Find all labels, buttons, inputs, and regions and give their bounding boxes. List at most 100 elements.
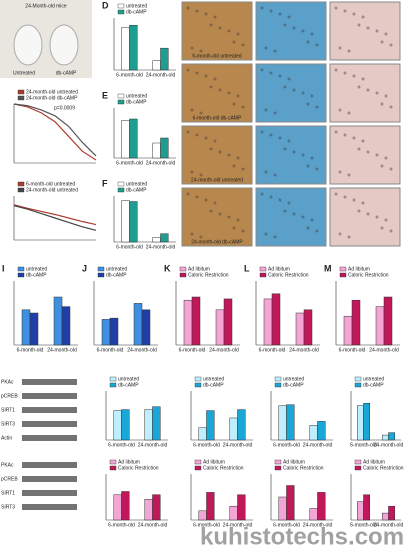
tissue-texture xyxy=(218,150,222,154)
legend-swatch xyxy=(194,382,202,388)
tissue-texture xyxy=(269,9,273,13)
bar xyxy=(183,299,193,346)
tissue-texture xyxy=(375,91,379,95)
tissue-texture xyxy=(361,15,365,19)
bar xyxy=(113,410,122,441)
tissue-texture xyxy=(186,68,190,72)
bar xyxy=(53,296,63,346)
tissue-texture xyxy=(241,105,245,109)
tissue-texture xyxy=(338,170,342,174)
tissue-texture xyxy=(352,12,356,16)
bar xyxy=(229,417,238,441)
tissue-texture xyxy=(366,212,370,216)
legend-label: db-cAMP xyxy=(106,272,127,278)
legend-swatch xyxy=(259,266,267,272)
tissue-texture xyxy=(218,212,222,216)
tissue-texture xyxy=(380,40,384,44)
legend-swatch xyxy=(194,459,202,465)
tissue-texture xyxy=(190,46,194,50)
tissue-texture xyxy=(264,108,268,112)
legend-swatch xyxy=(109,459,117,465)
legend-swatch xyxy=(274,376,282,382)
tissue-image xyxy=(181,63,253,123)
tissue-texture xyxy=(236,218,240,222)
panel-letter: I xyxy=(2,263,5,273)
legend-label: untreated xyxy=(283,376,304,382)
x-tick-label: 6-month-old xyxy=(108,522,135,528)
tissue-texture xyxy=(375,29,379,33)
legend-swatch xyxy=(109,376,117,382)
tissue-texture xyxy=(227,153,231,157)
tissue-texture xyxy=(209,23,213,27)
x-tick-label: 24-month-old xyxy=(223,442,253,448)
tissue-texture xyxy=(292,150,296,154)
tissue-texture xyxy=(334,192,338,196)
bar xyxy=(160,47,169,71)
tissue-texture xyxy=(338,108,342,112)
histology-label: 24-month-old db-cAMP xyxy=(191,239,243,245)
bar xyxy=(206,410,215,441)
bar xyxy=(278,405,287,441)
tissue-texture xyxy=(195,195,199,199)
bar xyxy=(144,499,153,521)
bar xyxy=(121,409,130,441)
legend-swatch xyxy=(194,465,202,471)
legend-swatch xyxy=(17,89,25,95)
tissue-texture xyxy=(283,23,287,27)
blot-label: SIRT3 xyxy=(1,421,15,427)
tissue-texture xyxy=(380,164,384,168)
tissue-texture xyxy=(241,43,245,47)
blot-label: pCREB xyxy=(1,476,18,482)
tissue-texture xyxy=(301,215,305,219)
legend-label: Ad libitum xyxy=(118,459,140,465)
tissue-texture xyxy=(389,105,393,109)
tissue-texture xyxy=(310,218,314,222)
tissue-image xyxy=(255,125,327,185)
tissue-texture xyxy=(186,192,190,196)
bar xyxy=(144,409,153,441)
tissue-texture xyxy=(260,130,264,134)
tissue-texture xyxy=(232,226,236,230)
legend-label: Caloric Restriction xyxy=(188,272,229,278)
legend-swatch xyxy=(274,459,282,465)
tissue-texture xyxy=(389,167,393,171)
tissue-texture xyxy=(380,102,384,106)
legend-label: untreated xyxy=(26,266,47,272)
legend-label: Ad libitum xyxy=(283,459,305,465)
bar xyxy=(229,505,238,521)
legend-label: Ad libitum xyxy=(363,459,385,465)
blot-band xyxy=(22,421,77,427)
tissue-texture xyxy=(283,147,287,151)
bar xyxy=(317,492,326,521)
annotation: p=0.0009 xyxy=(54,105,75,111)
legend-swatch xyxy=(17,272,25,278)
tissue-texture xyxy=(236,32,240,36)
tissue-texture xyxy=(278,198,282,202)
tissue-image xyxy=(255,187,327,247)
watermark: kuhistotechs.com xyxy=(200,523,404,545)
line xyxy=(13,204,97,226)
tissue-texture xyxy=(232,102,236,106)
bar xyxy=(223,298,233,346)
bar xyxy=(215,309,225,346)
legend-label: untreated xyxy=(126,181,147,187)
tissue-texture xyxy=(199,111,203,115)
x-tick-label: 24-month-old xyxy=(138,442,168,448)
legend-swatch xyxy=(117,187,125,193)
x-tick-label: 24-month-old xyxy=(138,522,168,528)
tissue-texture xyxy=(384,32,388,36)
photo-label: Untreated xyxy=(13,70,35,76)
legend-label: Caloric Restriction xyxy=(363,465,404,471)
histology-label: 24-month-old untreated xyxy=(191,177,243,183)
blot-label: SIRT3 xyxy=(1,504,15,510)
tissue-texture xyxy=(347,235,351,239)
legend-swatch xyxy=(194,376,202,382)
x-tick-label: 6-month-old xyxy=(97,347,124,353)
tissue-texture xyxy=(195,133,199,137)
tissue-texture xyxy=(218,88,222,92)
line xyxy=(13,103,97,157)
tissue-texture xyxy=(232,164,236,168)
photo-title: 24-Month-old mice xyxy=(25,3,67,9)
bar xyxy=(388,432,395,441)
tissue-texture xyxy=(357,209,361,213)
